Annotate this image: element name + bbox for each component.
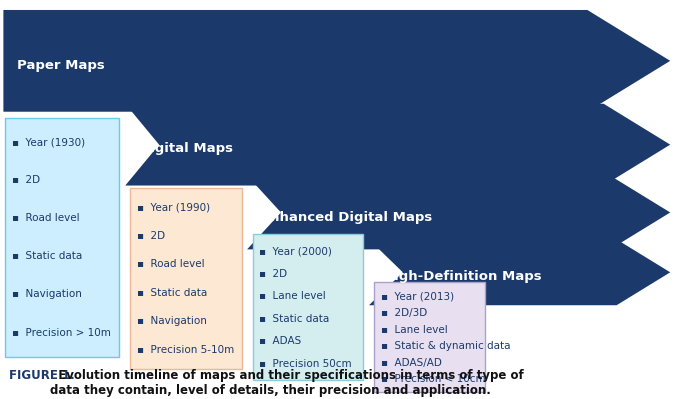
Text: ▪  ADAS/AD: ▪ ADAS/AD <box>381 358 442 367</box>
Text: ▪  Year (2000): ▪ Year (2000) <box>259 247 332 257</box>
Text: ▪  Year (1990): ▪ Year (1990) <box>137 203 210 213</box>
Text: Digital Maps: Digital Maps <box>139 142 233 155</box>
Text: ▪  Precision 50cm: ▪ Precision 50cm <box>259 359 352 369</box>
Text: ▪  Lane level: ▪ Lane level <box>259 291 326 302</box>
Text: ▪  Year (1930): ▪ Year (1930) <box>12 137 85 147</box>
Text: ▪  Precision > 10m: ▪ Precision > 10m <box>12 328 111 338</box>
Text: ▪  Navigation: ▪ Navigation <box>12 289 82 300</box>
Polygon shape <box>125 104 670 186</box>
Text: ▪  2D/3D: ▪ 2D/3D <box>381 308 427 318</box>
Text: ▪  Year (2013): ▪ Year (2013) <box>381 292 454 302</box>
Text: ▪  ADAS: ▪ ADAS <box>259 336 301 346</box>
Text: ▪  Static data: ▪ Static data <box>259 314 330 324</box>
Text: Evolution timeline of maps and their specifications in terms of type of
data the: Evolution timeline of maps and their spe… <box>50 369 524 397</box>
Polygon shape <box>3 10 670 112</box>
Text: FIGURE 1.: FIGURE 1. <box>9 369 74 382</box>
Text: ▪  Static data: ▪ Static data <box>12 251 83 261</box>
FancyBboxPatch shape <box>5 118 119 357</box>
Text: Enhanced Digital Maps: Enhanced Digital Maps <box>261 211 432 223</box>
Text: ▪  Lane level: ▪ Lane level <box>381 325 448 335</box>
Text: ▪  Precision 5-10m: ▪ Precision 5-10m <box>137 345 234 355</box>
FancyBboxPatch shape <box>253 234 363 380</box>
Text: ▪  Road level: ▪ Road level <box>12 213 80 223</box>
Text: ▪  2D: ▪ 2D <box>259 269 288 279</box>
Text: ▪  2D: ▪ 2D <box>137 231 165 241</box>
Text: Paper Maps: Paper Maps <box>17 59 105 72</box>
FancyBboxPatch shape <box>130 188 242 369</box>
FancyBboxPatch shape <box>374 282 485 392</box>
Polygon shape <box>369 239 670 305</box>
Text: ▪  Precision < 10cm: ▪ Precision < 10cm <box>381 374 486 384</box>
Text: High-Definition Maps: High-Definition Maps <box>383 270 541 282</box>
Text: ▪  Static data: ▪ Static data <box>137 288 207 298</box>
Text: ▪  Static & dynamic data: ▪ Static & dynamic data <box>381 341 510 351</box>
Polygon shape <box>247 176 670 249</box>
Text: ▪  2D: ▪ 2D <box>12 175 41 185</box>
Text: ▪  Road level: ▪ Road level <box>137 259 204 269</box>
Text: ▪  Navigation: ▪ Navigation <box>137 316 206 326</box>
